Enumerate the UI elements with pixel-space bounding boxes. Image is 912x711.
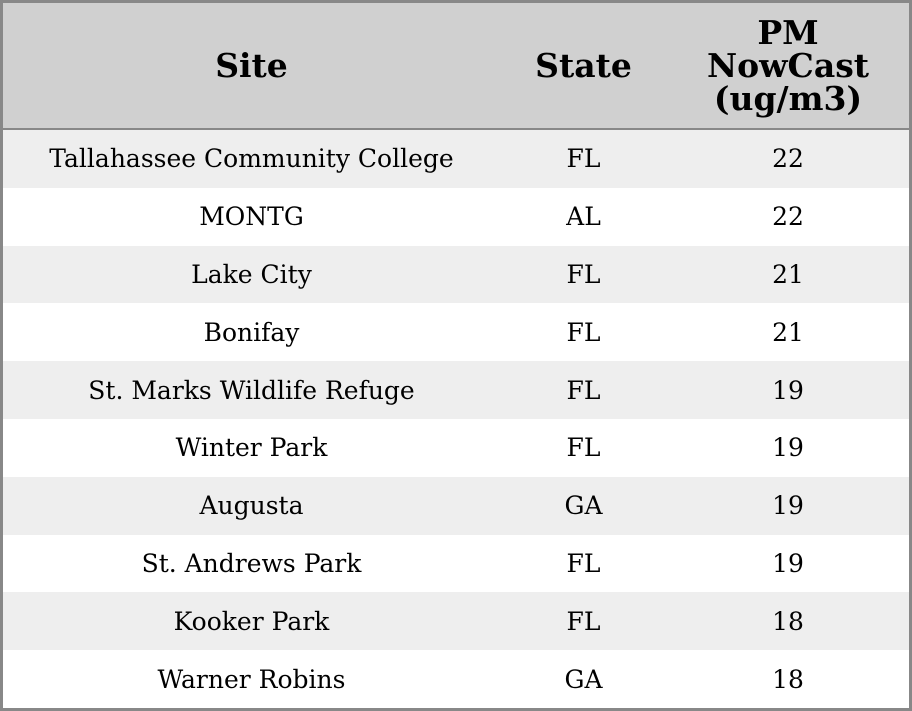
table-row: Bonifay FL 21 (3, 303, 909, 362)
table-cell: GA (500, 650, 667, 708)
header-row: Site State PM NowCast (ug/m3) (3, 3, 909, 130)
table-cell: FL (500, 303, 667, 362)
column-header-text: State (535, 46, 632, 85)
table-cell: 19 (667, 418, 909, 477)
table-cell: Bonifay (3, 303, 500, 362)
table-cell: Warner Robins (3, 650, 500, 708)
table-row: Lake City FL 21 (3, 245, 909, 304)
table-cell: Tallahassee Community College (3, 129, 500, 188)
table-cell: GA (500, 476, 667, 535)
table-cell: FL (500, 418, 667, 477)
column-header-text: PM NowCast (ug/m3) (706, 13, 870, 118)
table-cell: 19 (667, 476, 909, 535)
column-header-text: Site (215, 46, 288, 85)
table-row: MONTG AL 22 (3, 187, 909, 246)
column-header: PM NowCast (ug/m3) (667, 3, 909, 130)
column-header: Site (3, 3, 500, 130)
table-row: Winter Park FL 19 (3, 418, 909, 477)
table-cell: FL (500, 129, 667, 188)
table-cell: 21 (667, 303, 909, 362)
table-cell: 19 (667, 361, 909, 419)
table-cell: 22 (667, 129, 909, 188)
table-cell: Winter Park (3, 418, 500, 477)
table-cell: FL (500, 534, 667, 593)
table-cell: 21 (667, 245, 909, 304)
table-cell: 22 (667, 187, 909, 246)
table-cell: FL (500, 245, 667, 304)
table-cell: Kooker Park (3, 592, 500, 651)
table-cell: 19 (667, 534, 909, 593)
table-row: Kooker Park FL 18 (3, 592, 909, 651)
table-cell: Augusta (3, 476, 500, 535)
table-cell: St. Marks Wildlife Refuge (3, 361, 500, 419)
table-cell: AL (500, 187, 667, 246)
table-row: Warner Robins GA 18 (3, 650, 909, 708)
table-cell: 18 (667, 650, 909, 708)
table-row: St. Andrews Park FL 19 (3, 534, 909, 593)
table-cell: FL (500, 592, 667, 651)
table-cell: St. Andrews Park (3, 534, 500, 593)
table-cell: 18 (667, 592, 909, 651)
data-table: Site State PM NowCast (ug/m3) Tallahassee … (3, 3, 909, 708)
table-row: Augusta GA 19 (3, 476, 909, 535)
table-row: St. Marks Wildlife Refuge FL 19 (3, 361, 909, 419)
table-cell: Lake City (3, 245, 500, 304)
table-row: Tallahassee Community College FL 22 (3, 129, 909, 188)
table-body: Tallahassee Community College FL 22 MONTG AL… (3, 129, 909, 708)
column-header: State (500, 3, 667, 130)
table-cell: FL (500, 361, 667, 419)
table-cell: MONTG (3, 187, 500, 246)
